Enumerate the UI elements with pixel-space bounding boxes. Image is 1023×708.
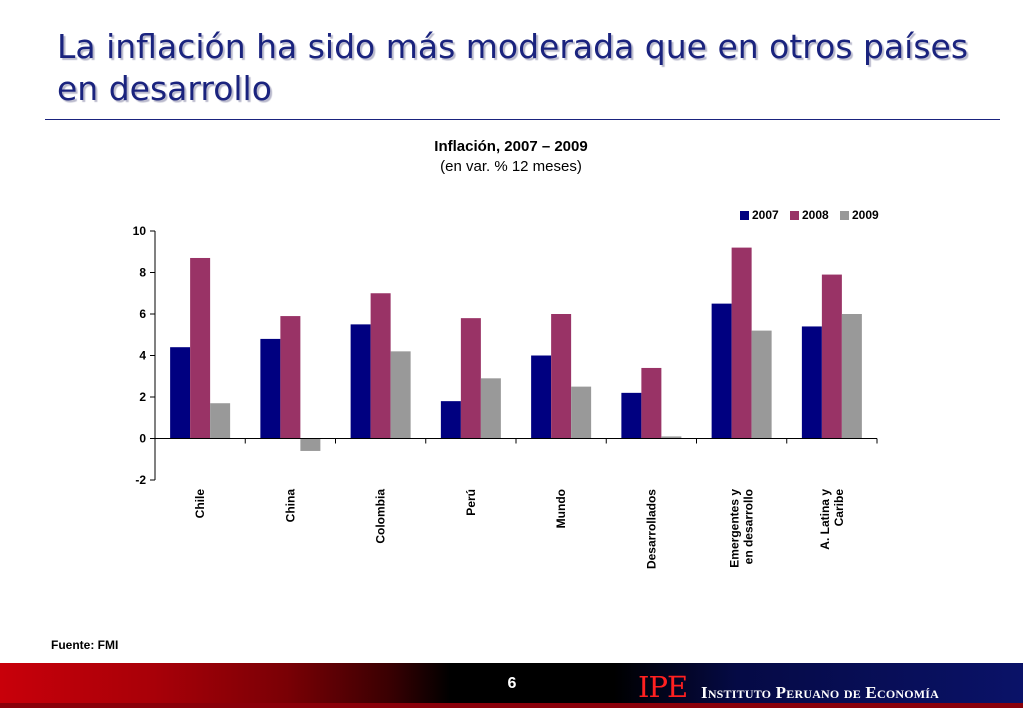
x-category-label: Colombia <box>374 489 388 544</box>
legend-label: 2007 <box>752 208 779 222</box>
y-tick-label: 8 <box>139 266 146 280</box>
x-category-label: Emergentes y <box>728 489 742 568</box>
legend-swatch-2008 <box>790 211 799 220</box>
inflation-bar-chart: -2 0 2 4 6 8 10 Chile China Colombia Perú Mundo Desa… <box>133 208 879 569</box>
legend-swatch-2007 <box>740 211 749 220</box>
bar-2009-1 <box>300 438 321 451</box>
bar-2008-5 <box>641 367 662 439</box>
bar-2008-3 <box>460 318 481 439</box>
bar-2009-7 <box>841 314 862 439</box>
page-number: 6 <box>507 675 517 692</box>
ipe-logo: IPE <box>638 670 688 704</box>
bar-2007-2 <box>350 324 371 439</box>
bar-2008-4 <box>551 314 572 439</box>
legend-label: 2008 <box>802 208 829 222</box>
bar-2007-1 <box>260 338 281 439</box>
x-category-label: Desarrollados <box>644 489 658 569</box>
bar-2009-6 <box>751 330 772 439</box>
y-tick-label: 4 <box>139 349 146 363</box>
footer-bottom-strip <box>0 703 1023 708</box>
x-category-label: en desarrollo <box>742 489 756 564</box>
x-category-label: Chile <box>193 489 207 519</box>
bar-2008-7 <box>821 274 842 439</box>
bar-2008-6 <box>731 247 752 439</box>
chart-subtitle: (en var. % 12 meses) <box>440 158 582 175</box>
source-note: Fuente: FMI <box>51 638 119 652</box>
title-divider <box>45 119 1000 120</box>
bar-2008-2 <box>370 293 391 439</box>
y-tick-label: 6 <box>139 307 146 321</box>
bar-2009-5 <box>661 436 682 439</box>
chart-title-block: Inflación, 2007 – 2009 (en var. % 12 mes… <box>311 137 711 177</box>
x-category-label: China <box>283 489 297 523</box>
bar-2007-3 <box>440 401 461 439</box>
bar-2007-7 <box>801 326 822 439</box>
chart-title: Inflación, 2007 – 2009 <box>434 138 588 155</box>
bar-2009-2 <box>390 351 411 439</box>
bar-2009-4 <box>571 386 592 439</box>
x-category-label: Perú <box>464 489 478 516</box>
page-title: La inflación ha sido más moderada que en… <box>57 27 969 108</box>
x-category-label: Caribe <box>832 489 846 527</box>
legend-label: 2009 <box>852 208 879 222</box>
bar-2009-0 <box>210 403 231 439</box>
institution-name: Instituto Peruano de Economía <box>701 683 940 702</box>
x-category-label: Mundo <box>554 489 568 528</box>
bar-2009-3 <box>480 378 501 439</box>
y-tick-label: 0 <box>139 432 146 446</box>
bar-2007-5 <box>621 392 642 439</box>
legend-swatch-2009 <box>840 211 849 220</box>
y-tick-label: 10 <box>133 224 147 238</box>
bar-2007-6 <box>711 303 732 439</box>
bar-2008-1 <box>280 316 301 439</box>
y-tick-label: -2 <box>135 473 146 487</box>
bar-2007-4 <box>531 355 552 439</box>
footer-bar <box>0 663 1023 708</box>
bar-2008-0 <box>190 257 211 439</box>
x-category-label: A. Latina y <box>818 489 832 550</box>
y-tick-label: 2 <box>139 390 146 404</box>
bar-2007-0 <box>170 347 191 439</box>
